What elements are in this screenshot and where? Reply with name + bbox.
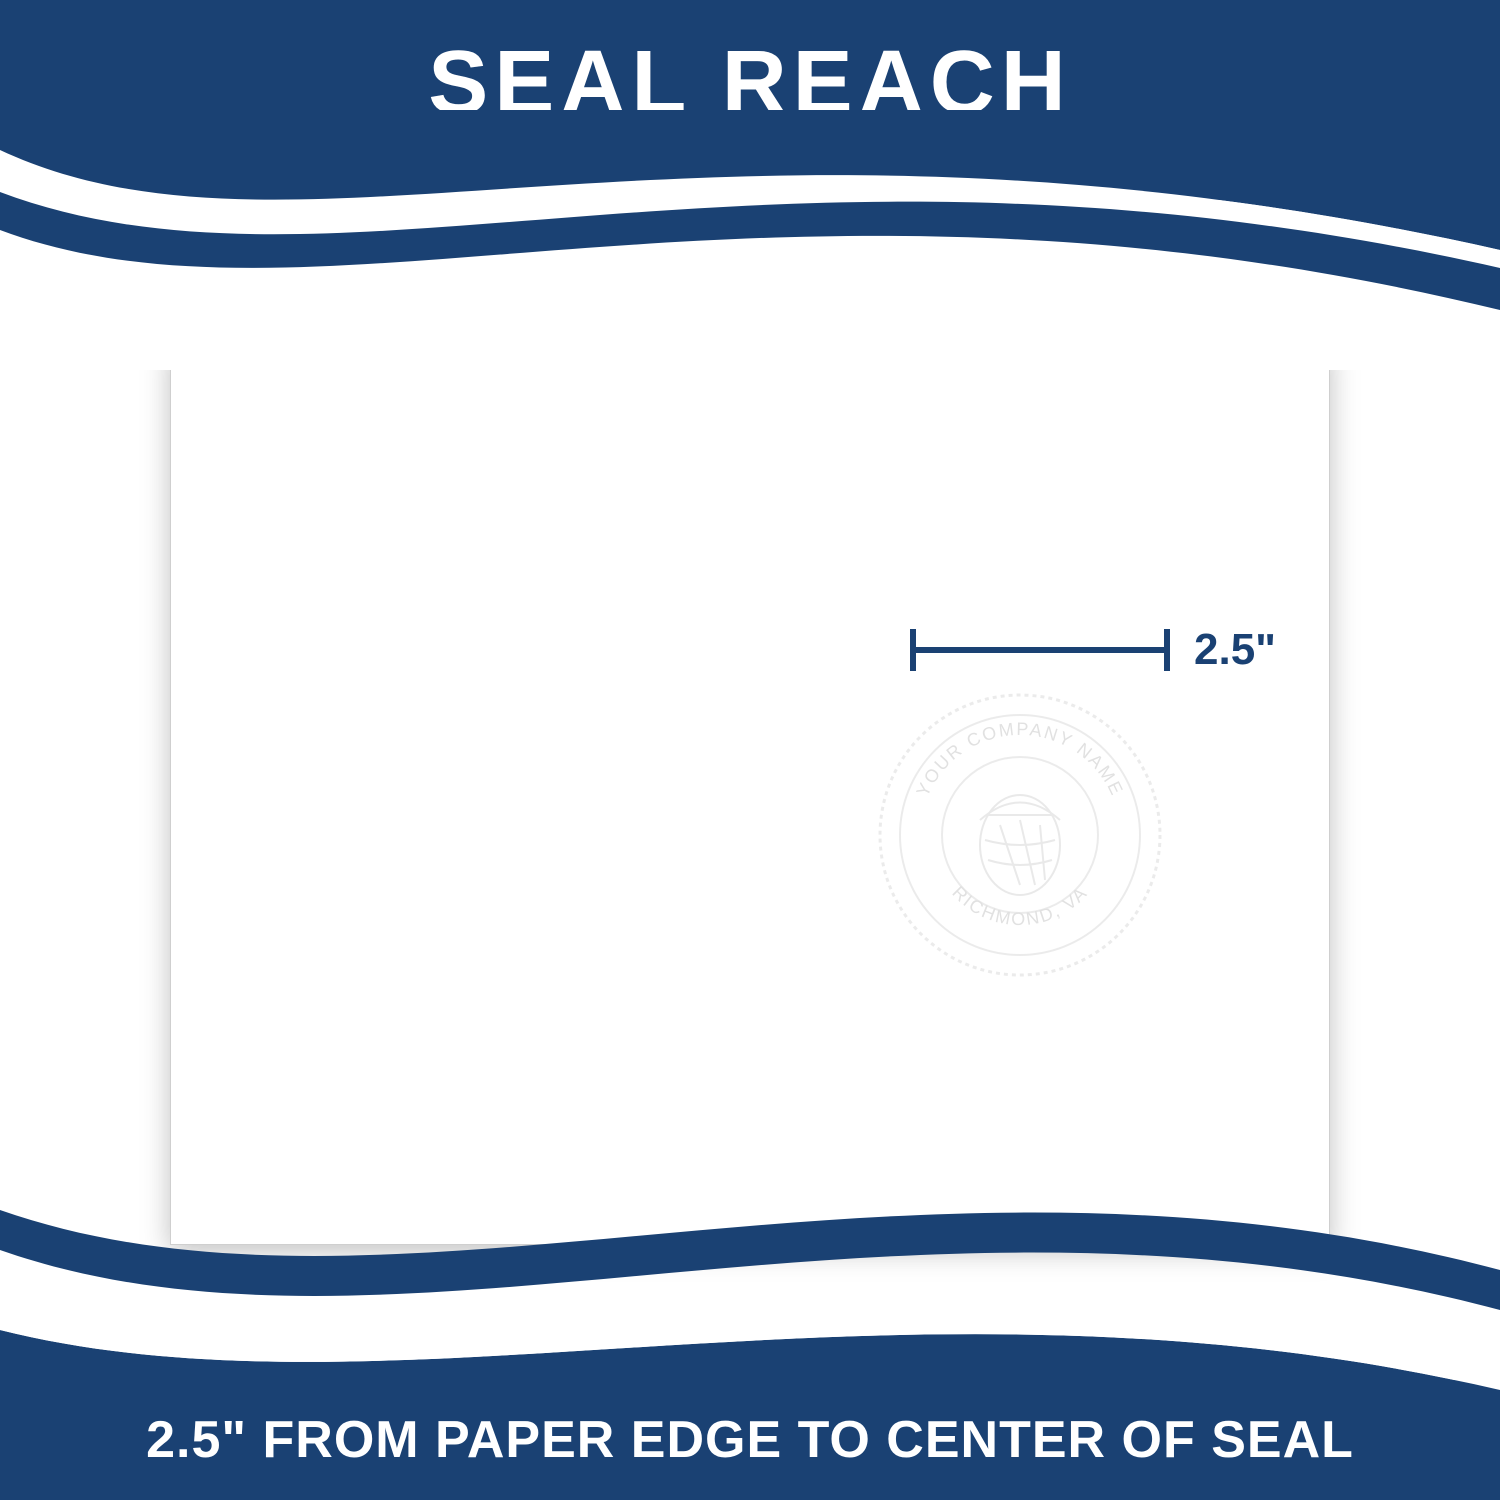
spiral-ring — [960, 325, 976, 365]
seal-bottom-text: RICHMOND, VA — [948, 882, 1091, 929]
spiral-ring — [1140, 325, 1156, 365]
spiral-ring — [1243, 325, 1259, 365]
spiral-ring — [498, 325, 514, 365]
header-band: SEAL REACH — [0, 0, 1500, 200]
spiral-ring — [549, 325, 565, 365]
spiral-ring — [1191, 325, 1207, 365]
spiral-ring — [806, 325, 822, 365]
spiral-ring — [857, 325, 873, 365]
spiral-ring — [780, 325, 796, 365]
spiral-ring — [601, 325, 617, 365]
spiral-ring — [472, 325, 488, 365]
spiral-ring — [626, 325, 642, 365]
seal-top-text: YOUR COMPANY NAME — [913, 719, 1128, 800]
spiral-ring — [832, 325, 848, 365]
spiral-ring — [1089, 325, 1105, 365]
notepad: 2.5" — [170, 345, 1330, 1245]
spiral-ring — [934, 325, 950, 365]
spiral-ring — [652, 325, 668, 365]
spiral-ring — [293, 325, 309, 365]
spiral-ring — [1012, 325, 1028, 365]
footer-text: 2.5" FROM PAPER EDGE TO CENTER OF SEAL — [146, 1410, 1354, 1470]
spiral-ring — [447, 325, 463, 365]
measurement-line — [910, 647, 1170, 653]
spiral-ring — [755, 325, 771, 365]
spiral-ring — [267, 325, 283, 365]
measurement-indicator: 2.5" — [910, 625, 1330, 675]
spiral-ring — [216, 325, 232, 365]
spiral-ring — [1294, 325, 1310, 365]
spiral-ring — [883, 325, 899, 365]
spiral-ring — [370, 325, 386, 365]
content-area: 2.5" — [0, 230, 1500, 1360]
spiral-ring — [909, 325, 925, 365]
spiral-ring — [190, 325, 206, 365]
spiral-ring — [1063, 325, 1079, 365]
spiral-ring — [729, 325, 745, 365]
header-title: SEAL REACH — [428, 32, 1071, 135]
footer-band: 2.5" FROM PAPER EDGE TO CENTER OF SEAL — [0, 1380, 1500, 1500]
spiral-ring — [1166, 325, 1182, 365]
spiral-ring — [395, 325, 411, 365]
measurement-label: 2.5" — [1194, 625, 1276, 675]
spiral-ring — [703, 325, 719, 365]
spiral-ring — [986, 325, 1002, 365]
spiral-ring — [1268, 325, 1284, 365]
embossed-seal: YOUR COMPANY NAME RICHMOND, VA — [870, 685, 1170, 985]
spiral-ring — [1037, 325, 1053, 365]
spiral-binding — [190, 325, 1310, 369]
spiral-ring — [421, 325, 437, 365]
spiral-ring — [318, 325, 334, 365]
spiral-ring — [1217, 325, 1233, 365]
spiral-ring — [1114, 325, 1130, 365]
spiral-ring — [678, 325, 694, 365]
spiral-ring — [241, 325, 257, 365]
spiral-ring — [524, 325, 540, 365]
spiral-ring — [344, 325, 360, 365]
spiral-ring — [575, 325, 591, 365]
